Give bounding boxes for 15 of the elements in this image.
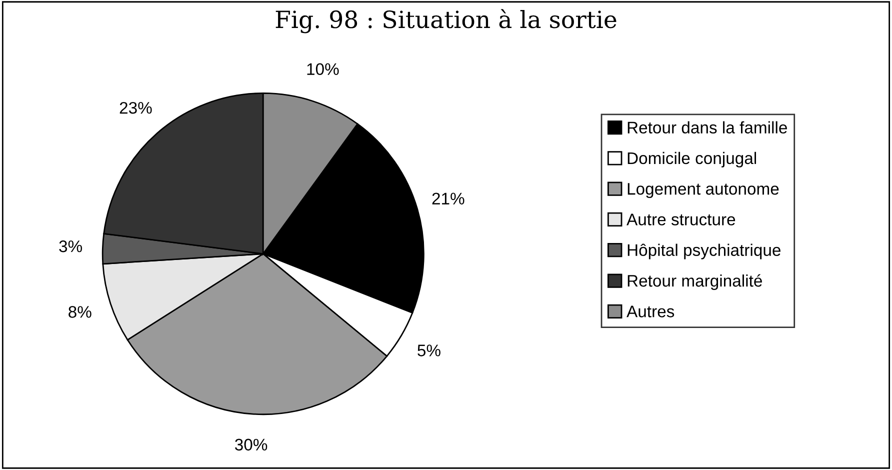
- data-label: 10%: [307, 63, 339, 76]
- legend-label: Retour dans la famille: [628, 121, 787, 134]
- legend-label: Autre structure: [626, 214, 736, 226]
- legend-label: Logement autonome: [628, 183, 779, 198]
- legend-label: Domicile conjugal: [628, 152, 756, 168]
- legend-label: Retour marginalité: [628, 274, 762, 290]
- data-label: 21%: [432, 192, 464, 204]
- chart-title: Fig. 98 : Situation à la sortie: [276, 9, 616, 34]
- data-label: 8%: [68, 306, 92, 318]
- data-label: 5%: [418, 344, 440, 356]
- data-label: 23%: [120, 102, 152, 114]
- legend-label: Hôpital psychiatrique: [628, 244, 780, 260]
- data-label: 30%: [235, 438, 268, 451]
- data-label: 3%: [59, 240, 82, 252]
- legend-label: Autres: [626, 306, 674, 318]
